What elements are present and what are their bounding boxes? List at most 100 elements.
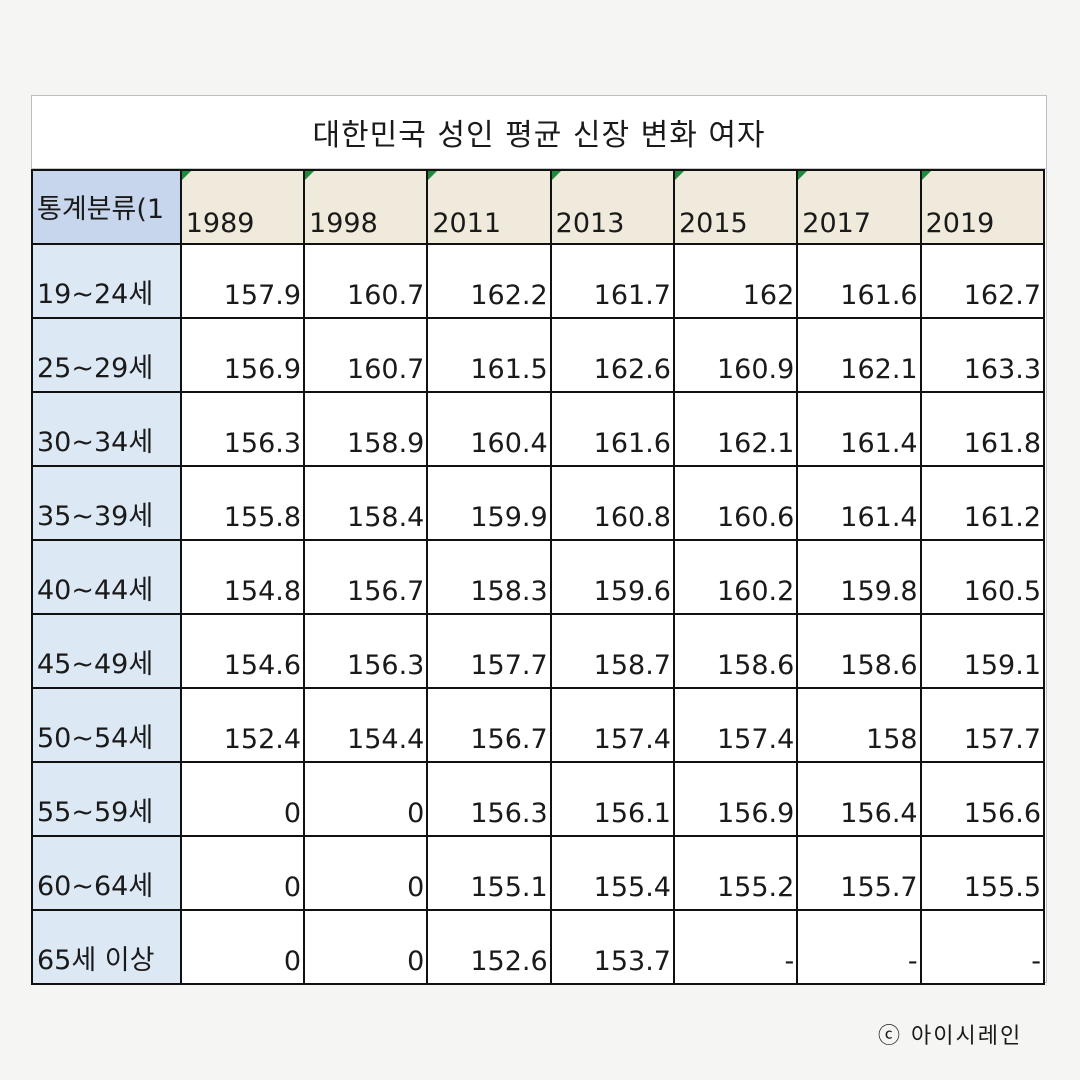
height-value-cell[interactable]: - — [919, 909, 1046, 985]
height-value-cell[interactable]: 161.5 — [426, 317, 552, 393]
height-value-cell[interactable]: 154.6 — [179, 613, 306, 689]
year-header-cell[interactable]: 2013 — [549, 169, 675, 245]
age-group-cell[interactable]: 55~59세 — [31, 761, 182, 837]
height-value-cell[interactable]: 161.6 — [796, 243, 922, 319]
height-value-cell[interactable]: 160.4 — [426, 391, 552, 467]
table-row: 65세 이상 0 0 152.6 153.7- - - — [31, 909, 1046, 985]
year-header-cell[interactable]: 2019 — [919, 169, 1046, 245]
year-header-cell[interactable]: 1998 — [303, 169, 429, 245]
height-value-cell[interactable]: 160.7 — [303, 243, 429, 319]
height-value-cell[interactable]: 161.8 — [919, 391, 1046, 467]
height-value-cell[interactable]: 158.6 — [796, 613, 922, 689]
height-value-cell[interactable]: 162.6 — [549, 317, 675, 393]
height-value-cell[interactable]: 156.9 — [672, 761, 799, 837]
year-header-cell[interactable]: 1989 — [179, 169, 306, 245]
height-value-cell[interactable]: 158.3 — [426, 539, 552, 615]
height-value-cell[interactable]: 163.3 — [919, 317, 1046, 393]
height-value-cell[interactable]: 158.6 — [672, 613, 799, 689]
height-value-cell[interactable]: 160.6 — [672, 465, 799, 541]
height-value-cell[interactable]: 152.6 — [426, 909, 552, 985]
height-value-cell[interactable]: 155.8 — [179, 465, 306, 541]
year-header-cell[interactable]: 2011 — [426, 169, 552, 245]
height-value-cell[interactable]: 157.7 — [919, 687, 1046, 763]
height-value-cell[interactable]: 0 — [179, 761, 306, 837]
height-value-cell[interactable]: 162.2 — [426, 243, 552, 319]
height-value-cell[interactable]: 155.7 — [796, 835, 922, 911]
height-value-cell[interactable]: 156.7 — [426, 687, 552, 763]
height-table: 통계분류(1 1989 1998 2011 2013 2015 2017 201… — [31, 169, 1046, 985]
table-row: 35~39세 155.8 158.4 159.9 160.8 160.6 161.4 161.… — [31, 465, 1046, 541]
height-value-cell[interactable]: 0 — [179, 909, 306, 985]
height-value-cell[interactable]: 0 — [179, 835, 306, 911]
height-value-cell[interactable]: 160.5 — [919, 539, 1046, 615]
height-value-cell[interactable]: 160.9 — [672, 317, 799, 393]
age-group-cell[interactable]: 35~39세 — [31, 465, 182, 541]
height-value-cell[interactable]: 157.9 — [179, 243, 306, 319]
height-value-cell[interactable]: 161.2 — [919, 465, 1046, 541]
age-group-cell[interactable]: 40~44세 — [31, 539, 182, 615]
spreadsheet-sheet: 대한민국 성인 평균 신장 변화 여자 통계분류(1 1989 1998 201… — [31, 95, 1047, 985]
height-value-cell[interactable]: 156.3 — [426, 761, 552, 837]
height-value-cell[interactable]: 162.1 — [796, 317, 922, 393]
height-value-cell[interactable]: 159.6 — [549, 539, 675, 615]
age-group-cell[interactable]: 50~54세 — [31, 687, 182, 763]
height-value-cell[interactable]: - — [796, 909, 922, 985]
height-value-cell[interactable]: 155.2 — [672, 835, 799, 911]
table-title: 대한민국 성인 평균 신장 변화 여자 — [32, 96, 1046, 169]
table-row: 55~59세 0 0 156.3 156.1 156.9 156.4 156.6 — [31, 761, 1046, 837]
height-value-cell[interactable]: 0 — [303, 909, 429, 985]
height-value-cell[interactable]: 161.4 — [796, 465, 922, 541]
age-group-cell[interactable]: 30~34세 — [31, 391, 182, 467]
table-row: 30~34세 156.3 158.9 160.4 161.6 162.1 161.4 161.… — [31, 391, 1046, 467]
height-value-cell[interactable]: 157.4 — [672, 687, 799, 763]
height-value-cell[interactable]: 155.5 — [919, 835, 1046, 911]
height-value-cell[interactable]: - — [672, 909, 799, 985]
height-value-cell[interactable]: 152.4 — [179, 687, 306, 763]
height-value-cell[interactable]: 161.4 — [796, 391, 922, 467]
height-value-cell[interactable]: 156.9 — [179, 317, 306, 393]
height-value-cell[interactable]: 158.9 — [303, 391, 429, 467]
height-value-cell[interactable]: 157.7 — [426, 613, 552, 689]
corner-header-cell[interactable]: 통계분류(1 — [31, 169, 182, 245]
height-value-cell[interactable]: 156.3 — [179, 391, 306, 467]
height-value-cell[interactable]: 160.8 — [549, 465, 675, 541]
height-value-cell[interactable]: 156.4 — [796, 761, 922, 837]
height-value-cell[interactable]: 157.4 — [549, 687, 675, 763]
height-value-cell[interactable]: 154.4 — [303, 687, 429, 763]
height-value-cell[interactable]: 160.2 — [672, 539, 799, 615]
table-row: 45~49세 154.6 156.3 157.7 158.7 158.6 158.6 159.… — [31, 613, 1046, 689]
height-value-cell[interactable]: 156.3 — [303, 613, 429, 689]
age-group-cell[interactable]: 45~49세 — [31, 613, 182, 689]
height-value-cell[interactable]: 155.4 — [549, 835, 675, 911]
height-value-cell[interactable]: 162.1 — [672, 391, 799, 467]
height-value-cell[interactable]: 0 — [303, 835, 429, 911]
year-header-cell[interactable]: 2015 — [672, 169, 799, 245]
height-value-cell[interactable]: 158.7 — [549, 613, 675, 689]
height-value-cell[interactable]: 160.7 — [303, 317, 429, 393]
age-group-cell[interactable]: 65세 이상 — [31, 909, 182, 985]
table-row: 60~64세 0 0 155.1 155.4 155.2 155.7 155.5 — [31, 835, 1046, 911]
height-value-cell[interactable]: 159.1 — [919, 613, 1046, 689]
height-value-cell[interactable]: 161.7 — [549, 243, 675, 319]
height-value-cell[interactable]: 162 — [672, 243, 799, 319]
height-value-cell[interactable]: 154.8 — [179, 539, 306, 615]
height-value-cell[interactable]: 159.9 — [426, 465, 552, 541]
height-value-cell[interactable]: 156.1 — [549, 761, 675, 837]
height-value-cell[interactable]: 159.8 — [796, 539, 922, 615]
copyright-watermark: ⓒ 아이시레인 — [878, 1024, 1023, 1049]
age-group-cell[interactable]: 19~24세 — [31, 243, 182, 319]
height-value-cell[interactable]: 156.6 — [919, 761, 1046, 837]
header-row: 통계분류(1 1989 1998 2011 2013 2015 2017 201… — [31, 169, 1046, 245]
table-row: 40~44세 154.8 156.7 158.3 159.6 160.2 159.8 160.… — [31, 539, 1046, 615]
height-value-cell[interactable]: 162.7 — [919, 243, 1046, 319]
height-value-cell[interactable]: 158 — [796, 687, 922, 763]
height-value-cell[interactable]: 153.7 — [549, 909, 675, 985]
height-value-cell[interactable]: 0 — [303, 761, 429, 837]
height-value-cell[interactable]: 155.1 — [426, 835, 552, 911]
height-value-cell[interactable]: 161.6 — [549, 391, 675, 467]
height-value-cell[interactable]: 156.7 — [303, 539, 429, 615]
age-group-cell[interactable]: 60~64세 — [31, 835, 182, 911]
height-value-cell[interactable]: 158.4 — [303, 465, 429, 541]
year-header-cell[interactable]: 2017 — [796, 169, 922, 245]
age-group-cell[interactable]: 25~29세 — [31, 317, 182, 393]
